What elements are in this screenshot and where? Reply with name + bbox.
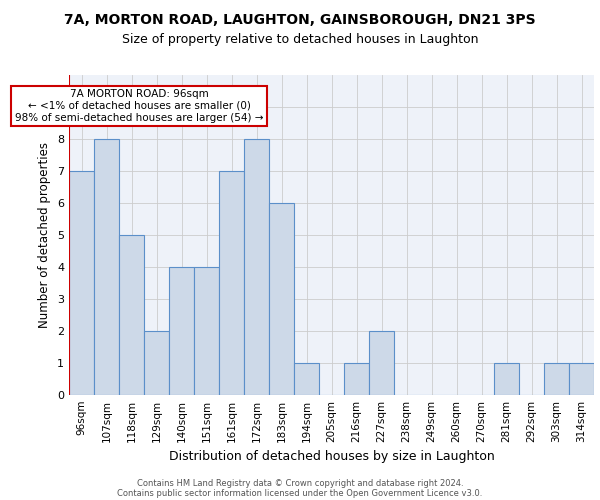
- Bar: [144, 331, 169, 395]
- Text: 7A, MORTON ROAD, LAUGHTON, GAINSBOROUGH, DN21 3PS: 7A, MORTON ROAD, LAUGHTON, GAINSBOROUGH,…: [64, 12, 536, 26]
- Text: Size of property relative to detached houses in Laughton: Size of property relative to detached ho…: [122, 32, 478, 46]
- X-axis label: Distribution of detached houses by size in Laughton: Distribution of detached houses by size …: [169, 450, 494, 464]
- Bar: [169, 267, 194, 395]
- Bar: [94, 139, 119, 395]
- Bar: [569, 363, 594, 395]
- Bar: [69, 171, 94, 395]
- Bar: [244, 139, 269, 395]
- Text: Contains HM Land Registry data © Crown copyright and database right 2024.: Contains HM Land Registry data © Crown c…: [137, 478, 463, 488]
- Y-axis label: Number of detached properties: Number of detached properties: [38, 142, 52, 328]
- Text: 7A MORTON ROAD: 96sqm
← <1% of detached houses are smaller (0)
98% of semi-detac: 7A MORTON ROAD: 96sqm ← <1% of detached …: [15, 90, 263, 122]
- Bar: [194, 267, 219, 395]
- Bar: [369, 331, 394, 395]
- Bar: [294, 363, 319, 395]
- Bar: [119, 235, 144, 395]
- Bar: [494, 363, 519, 395]
- Bar: [544, 363, 569, 395]
- Text: Contains public sector information licensed under the Open Government Licence v3: Contains public sector information licen…: [118, 488, 482, 498]
- Bar: [219, 171, 244, 395]
- Bar: [269, 203, 294, 395]
- Bar: [344, 363, 369, 395]
